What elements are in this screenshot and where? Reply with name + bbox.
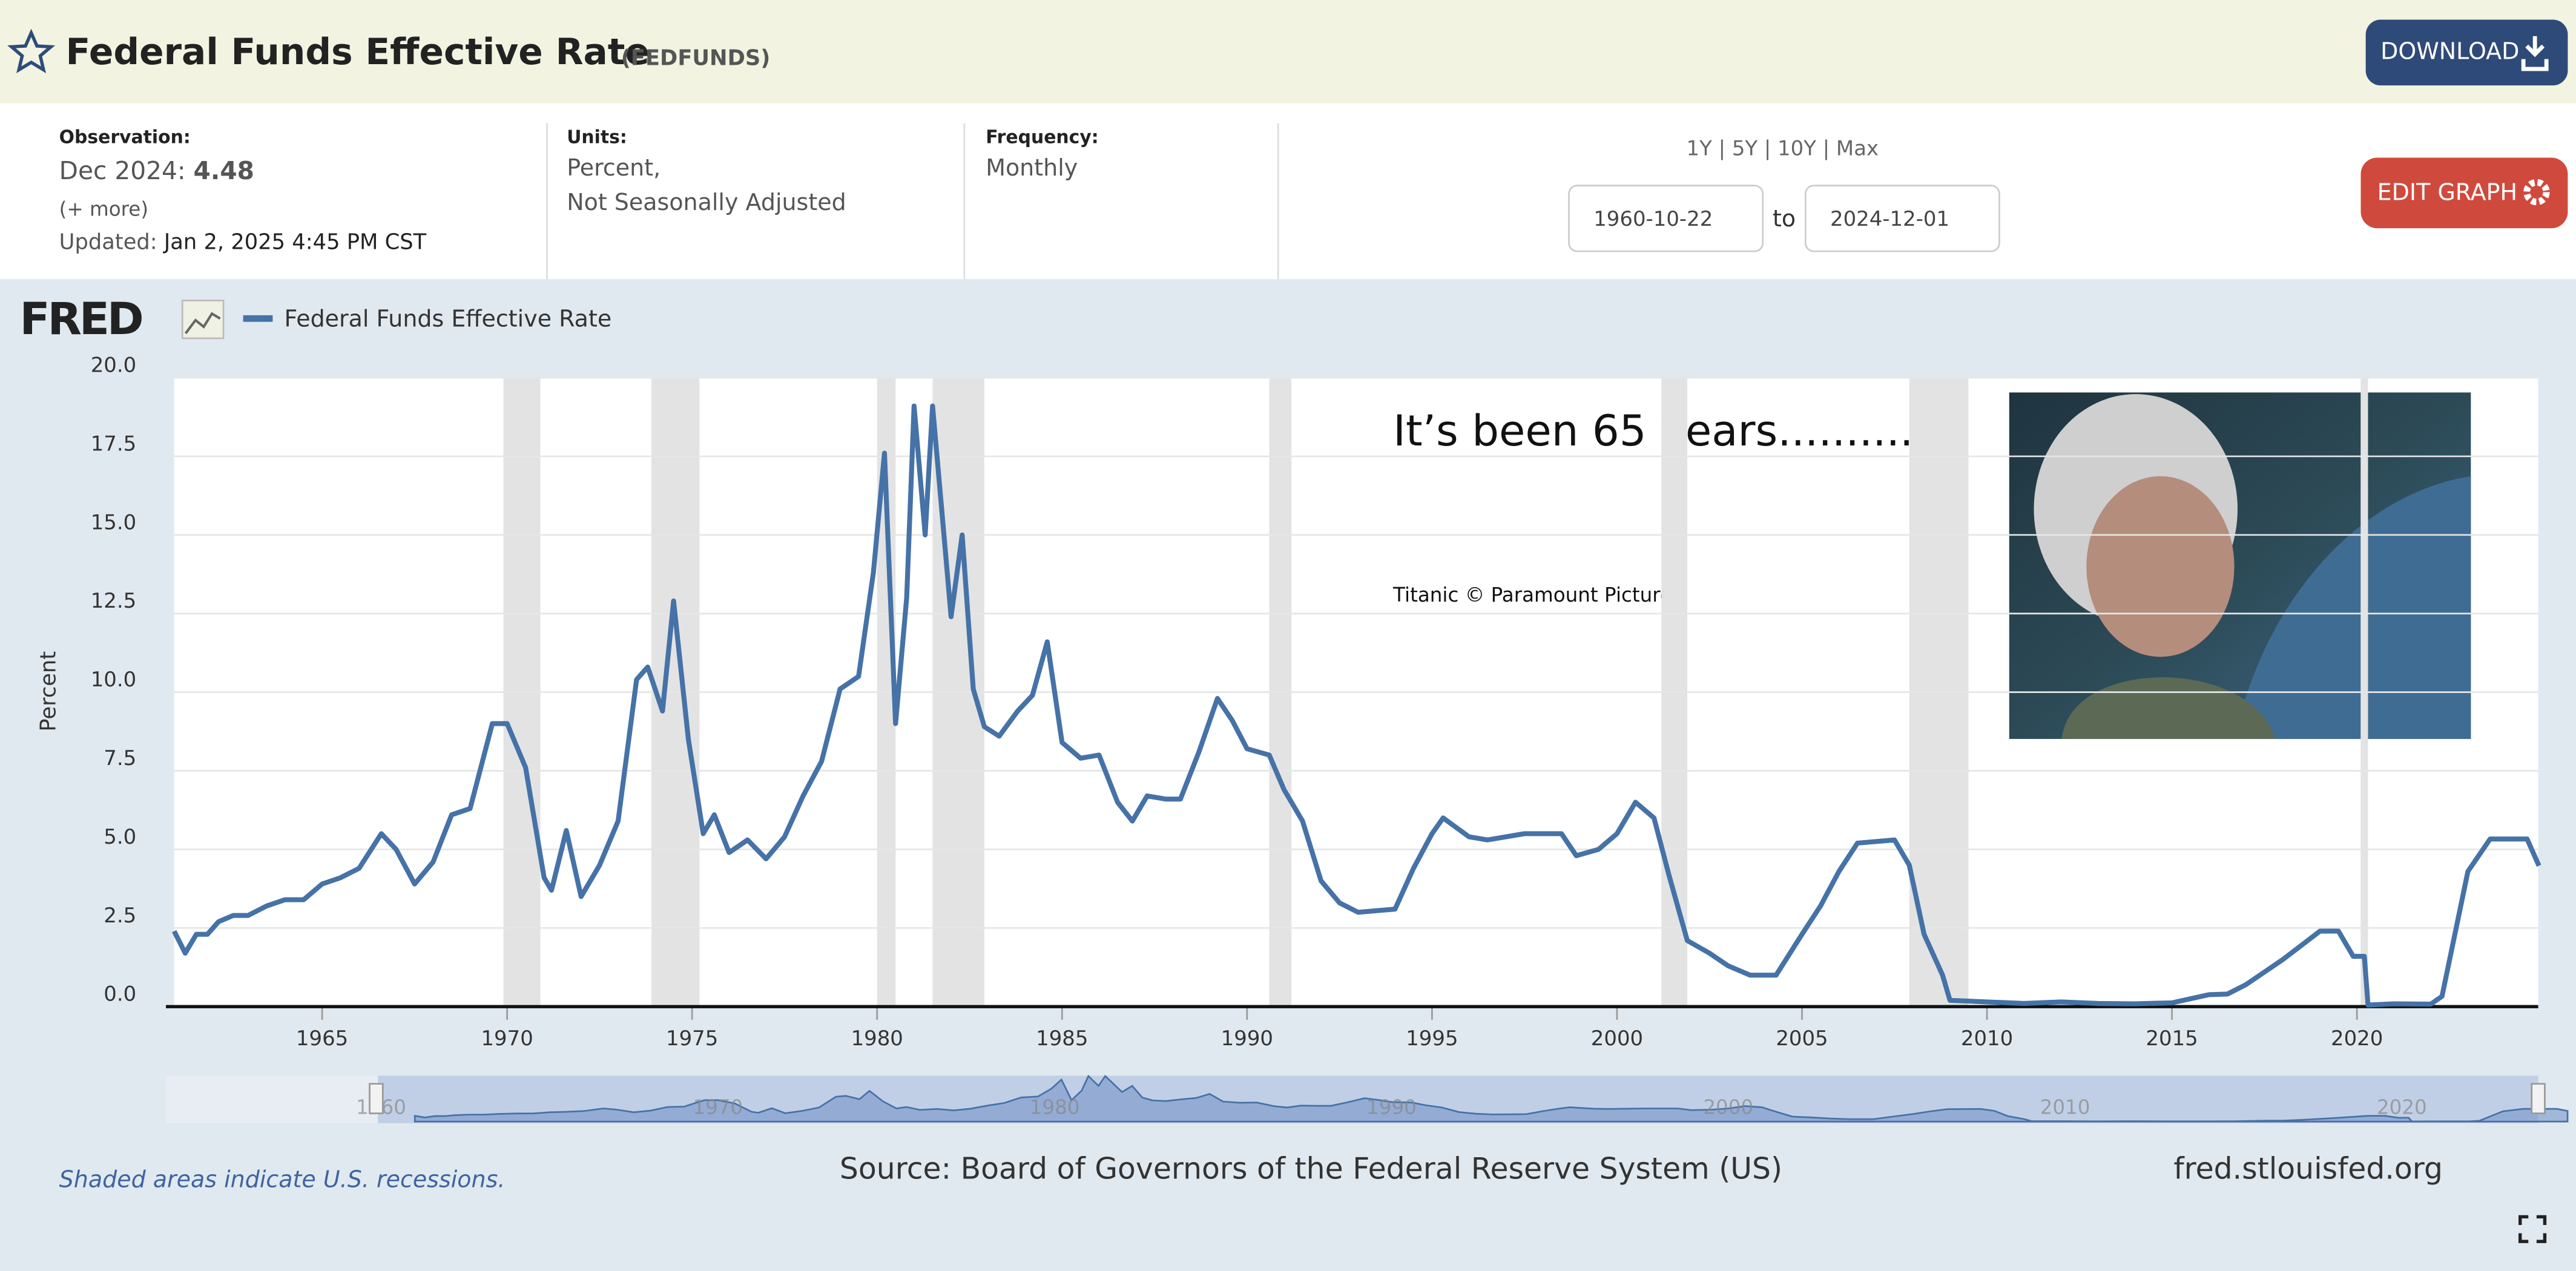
info-bar: [0, 103, 2576, 280]
observation: Dec 2024: 4.48: [59, 156, 254, 185]
y-axis-label: Percent: [36, 651, 61, 732]
frequency: Monthly: [986, 154, 1078, 181]
y-tick-label: 2.5: [104, 904, 136, 927]
x-tick-label: 2015: [2146, 1026, 2198, 1050]
x-tick-label: 1965: [296, 1026, 348, 1050]
series-line: [172, 403, 2541, 1008]
photo-shape: [2086, 476, 2235, 657]
range-links[interactable]: 1Y | 5Y | 10Y | Max: [1687, 136, 1879, 160]
navigator-tick-label: 1990: [1366, 1095, 1417, 1118]
observation-label: Observation:: [59, 126, 191, 148]
x-tick-label: 1975: [666, 1026, 718, 1050]
gear-icon[interactable]: [2523, 179, 2550, 206]
title: Federal Funds Effective Rate: [66, 31, 650, 73]
fullscreen-icon[interactable]: [2518, 1215, 2547, 1243]
x-tick-label: 2000: [1591, 1026, 1643, 1050]
navigator-handle[interactable]: [369, 1083, 384, 1114]
source: Source: Board of Governors of the Federa…: [840, 1151, 1782, 1186]
x-tick-label: 1970: [481, 1026, 533, 1050]
logo-icon: [181, 300, 225, 340]
x-tick-label: 2005: [1776, 1026, 1828, 1050]
navigator-handle[interactable]: [2531, 1083, 2546, 1114]
x-tick-label: 2020: [2331, 1026, 2383, 1050]
observation-value: 4.48: [194, 156, 254, 185]
y-tick-label: 5.0: [104, 825, 136, 849]
y-tick-label: 7.5: [104, 746, 136, 770]
navigator-tick-label: 2010: [2040, 1095, 2090, 1118]
more-link[interactable]: (+ more): [59, 197, 148, 220]
observation-date: Dec 2024:: [59, 156, 186, 185]
start-date[interactable]: 1960-10-22: [1593, 207, 1713, 231]
header: [0, 0, 2576, 103]
x-tick-label: 1995: [1406, 1026, 1458, 1050]
y-tick-label: 0.0: [104, 982, 136, 1006]
y-tick-label: 12.5: [91, 589, 137, 613]
units: Not Seasonally Adjusted: [567, 189, 846, 215]
annotation: Titanic © Paramount Pictures: [1392, 583, 1682, 606]
updated-date: Jan 2, 2025 4:45 PM CST: [163, 230, 427, 255]
navigator-area: [413, 1074, 2569, 1123]
end-date-input[interactable]: [1804, 185, 2000, 252]
start-date-input[interactable]: [1568, 185, 1764, 252]
recession-note: Shaded areas indicate U.S. recessions.: [59, 1166, 506, 1192]
y-tick-label: 10.0: [91, 668, 137, 691]
download-icon[interactable]: [2521, 36, 2549, 71]
download-button[interactable]: [2365, 19, 2568, 86]
site[interactable]: fred.stlouisfed.org: [2173, 1151, 2443, 1186]
legend-label: Federal Funds Effective Rate: [284, 306, 611, 332]
x-tick-label: 1980: [851, 1026, 903, 1050]
navigator-tick-label: 2020: [2377, 1095, 2427, 1118]
end-date[interactable]: 2024-12-01: [1830, 207, 1949, 231]
x-tick-label: 1985: [1036, 1026, 1088, 1050]
edit-graph-label[interactable]: EDIT GRAPH: [2377, 179, 2517, 206]
updated: Updated: Jan 2, 2025 4:45 PM CST: [59, 230, 427, 255]
y-tick-label: 17.5: [91, 432, 137, 455]
updated-label: Updated:: [59, 230, 157, 255]
navigator-tick-label: 1980: [1030, 1095, 1080, 1118]
x-tick-label: 1990: [1221, 1026, 1273, 1050]
download-label[interactable]: DOWNLOAD: [2380, 38, 2519, 64]
y-tick-label: 15.0: [91, 510, 137, 534]
to-label: to: [1773, 205, 1796, 232]
fred-logo: FRED: [20, 294, 142, 345]
photo-shape: [2234, 476, 2471, 739]
x-tick-label: 2010: [1961, 1026, 2013, 1050]
favorite-star[interactable]: [7, 28, 56, 73]
navigator-tick-label: 2000: [1703, 1095, 1753, 1118]
logo-icon-line: [185, 312, 221, 334]
y-tick-label: 20.0: [91, 353, 137, 377]
edit-graph-button[interactable]: [2360, 157, 2568, 229]
photo: [2009, 392, 2471, 739]
units: Percent,: [567, 154, 660, 181]
series-id: (FEDFUNDS): [621, 46, 771, 71]
frequency-label: Frequency:: [986, 126, 1099, 148]
units-label: Units:: [567, 126, 627, 148]
navigator-tick-label: 1970: [693, 1095, 743, 1118]
